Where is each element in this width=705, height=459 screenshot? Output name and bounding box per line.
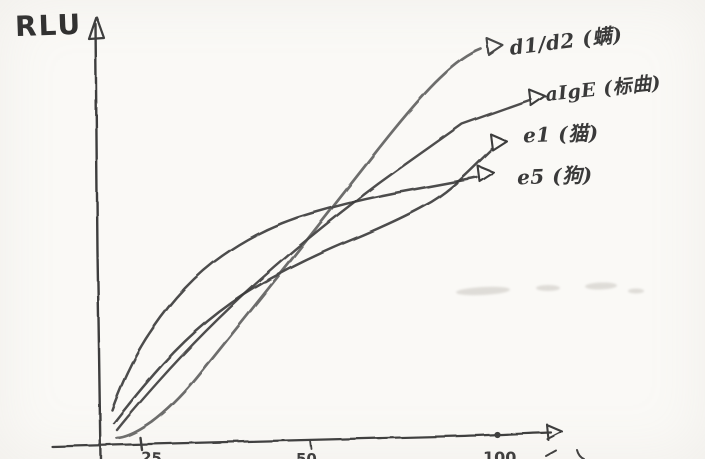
curve-cat [112,147,494,425]
legend-label-cat: e1 (猫) [522,120,599,148]
curve-standard [115,98,533,432]
curve-dog [110,176,479,412]
mite-arrowhead-icon [485,37,505,57]
x-tick-label-100: 100 [483,448,517,459]
x-axis-line [50,431,553,448]
y-axis-line [94,22,102,459]
x-tick-25 [138,436,143,451]
x-tick-50 [309,439,312,450]
x-tick-100-dot [493,431,501,438]
cat-arrowhead-icon [489,133,509,152]
legend-label-dog: e5 (狗) [516,162,593,190]
cutoff-stroke-marks [545,449,585,459]
paper-smudges [456,282,644,296]
x-axis-arrowhead-right-icon [545,423,564,442]
x-tick-label-25: 25 [140,448,163,459]
x-tick-label-50: 50 [296,450,317,459]
dog-arrowhead-icon [476,164,496,183]
y-axis-label: RLU [14,7,83,44]
standard-arrowhead-icon [527,88,547,107]
curve-mite [115,47,483,440]
y-axis-arrowhead-up-icon [87,15,106,41]
